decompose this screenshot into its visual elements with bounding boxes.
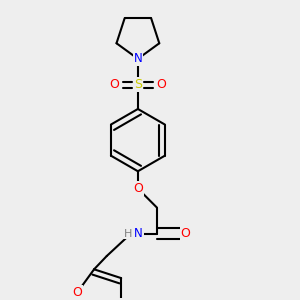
Text: O: O (181, 227, 190, 240)
Text: S: S (134, 78, 142, 91)
Text: O: O (157, 78, 166, 91)
Text: O: O (72, 286, 82, 299)
Text: N: N (134, 52, 142, 65)
Text: N: N (134, 227, 143, 240)
Text: O: O (110, 78, 119, 91)
Text: O: O (133, 182, 143, 195)
Text: H: H (124, 229, 132, 238)
